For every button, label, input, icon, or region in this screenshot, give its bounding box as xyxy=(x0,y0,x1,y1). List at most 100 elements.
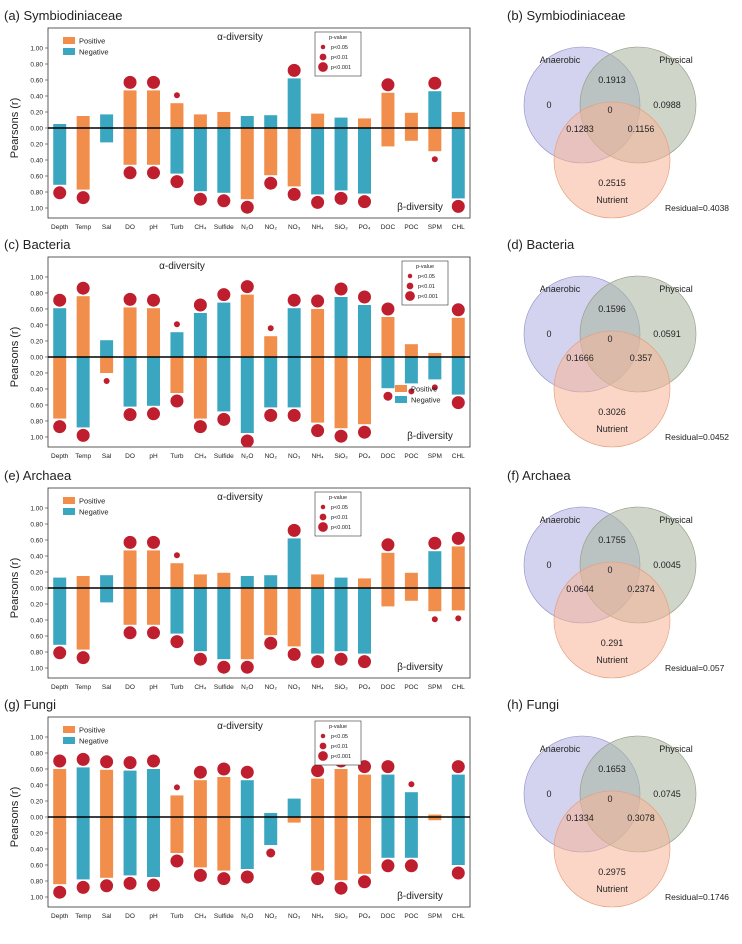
beta-bar xyxy=(428,128,442,152)
alpha-bar xyxy=(100,769,114,817)
pvalue-legend-label: p<0.001 xyxy=(331,754,351,760)
beta-significance-dot xyxy=(431,616,438,623)
beta-bar xyxy=(123,128,137,165)
x-tick-label: Sulfide xyxy=(214,913,234,920)
alpha-significance-dot xyxy=(193,298,207,312)
beta-bar xyxy=(358,588,371,654)
alpha-significance-dot xyxy=(173,321,180,328)
y-tick-label: 0.00 xyxy=(30,355,43,362)
beta-bar xyxy=(147,357,160,406)
beta-significance-dot xyxy=(451,396,465,410)
beta-bar xyxy=(334,817,348,881)
x-tick-label: DO xyxy=(125,453,135,460)
beta-bar xyxy=(404,357,418,384)
alpha-significance-dot xyxy=(381,760,395,774)
y-tick-label: 0.60 xyxy=(30,538,43,545)
beta-bar xyxy=(311,357,325,423)
y-tick-label: 1.00 xyxy=(30,275,43,282)
venn-label-physical: Physical xyxy=(659,744,693,754)
venn-value-nutrient-only: 0.3026 xyxy=(598,407,626,417)
beta-bar xyxy=(53,357,67,419)
x-tick-label: CHL xyxy=(452,913,465,920)
x-tick-label: PO₄ xyxy=(358,224,370,231)
alpha-significance-dot xyxy=(451,303,465,317)
x-tick-label: NO₂ xyxy=(265,913,278,920)
beta-diversity-label: β-diversity xyxy=(397,891,443,902)
alpha-bar xyxy=(240,780,254,817)
beta-bar xyxy=(147,817,160,877)
y-tick-label: 0.60 xyxy=(30,307,43,314)
pvalue-legend-title: p-value xyxy=(329,724,347,730)
beta-significance-dot xyxy=(334,652,348,666)
beta-significance-dot xyxy=(334,191,348,205)
venn-value-anaerobic-physical: 0.1596 xyxy=(598,304,626,314)
beta-bar xyxy=(381,817,395,858)
x-tick-label: NH₄ xyxy=(312,913,324,920)
beta-bar xyxy=(428,817,442,821)
beta-bar xyxy=(170,817,184,853)
venn-title: (f) Archaea xyxy=(507,468,571,483)
pvalue-legend-dot xyxy=(320,733,326,739)
beta-bar xyxy=(404,588,418,601)
x-tick-label: PO₄ xyxy=(358,453,370,460)
alpha-significance-dot xyxy=(240,280,254,294)
y-tick-label: 1.00 xyxy=(30,666,43,673)
pvalue-legend-label: p<0.01 xyxy=(331,744,348,750)
alpha-bar xyxy=(358,305,371,357)
beta-bar xyxy=(193,357,207,419)
beta-significance-dot xyxy=(193,192,207,206)
alpha-bar xyxy=(193,114,207,128)
y-tick-label: 0.20 xyxy=(30,799,43,806)
legend-negative-label: Negative xyxy=(411,396,441,405)
venn-residual: Residual=0.4038 xyxy=(665,203,729,213)
x-tick-label: SPM xyxy=(428,224,442,231)
y-tick-label: 0.80 xyxy=(30,62,43,69)
legend-positive-swatch xyxy=(63,726,75,733)
plot-frame xyxy=(47,487,471,679)
alpha-bar xyxy=(147,550,160,588)
x-tick-label: Depth xyxy=(51,913,69,920)
venn-label-nutrient: Nutrient xyxy=(596,424,628,434)
beta-bar xyxy=(193,128,207,192)
venn-label-anaerobic: Anaerobic xyxy=(540,744,581,754)
beta-bar xyxy=(451,817,465,865)
beta-significance-dot xyxy=(451,199,465,213)
x-tick-label: DOC xyxy=(381,684,396,691)
beta-bar xyxy=(217,588,231,660)
alpha-bar xyxy=(428,91,442,128)
pvalue-legend-dot xyxy=(319,513,327,521)
venn-value-anaerobic-only: 0 xyxy=(546,789,551,799)
beta-bar xyxy=(123,357,137,407)
y-tick-label: 0.20 xyxy=(30,371,43,378)
beta-significance-dot xyxy=(358,195,371,209)
pvalue-legend-label: p<0.001 xyxy=(418,294,438,300)
x-tick-label: PO₄ xyxy=(358,913,370,920)
alpha-significance-dot xyxy=(217,762,231,776)
plot-frame xyxy=(47,716,471,908)
legend-positive-swatch xyxy=(395,385,407,392)
x-tick-label: Sal xyxy=(102,913,112,920)
pvalue-legend-dot xyxy=(318,522,328,532)
beta-bar xyxy=(404,128,418,141)
alpha-significance-dot xyxy=(381,302,395,316)
beta-significance-dot xyxy=(408,388,415,395)
alpha-bar xyxy=(451,317,465,357)
beta-bar xyxy=(123,588,137,625)
beta-significance-dot xyxy=(451,866,465,880)
alpha-bar xyxy=(76,116,90,128)
x-tick-label: NO₂ xyxy=(265,453,278,460)
y-tick-label: 1.00 xyxy=(30,206,43,213)
beta-bar xyxy=(147,128,160,165)
beta-bar xyxy=(100,588,114,603)
beta-bar xyxy=(358,817,371,874)
beta-significance-dot xyxy=(240,870,254,884)
beta-bar xyxy=(76,357,90,428)
beta-bar xyxy=(217,817,231,871)
venn-label-physical: Physical xyxy=(659,515,693,525)
pvalue-legend-dot xyxy=(318,62,328,72)
alpha-significance-dot xyxy=(76,281,90,295)
beta-significance-dot xyxy=(76,191,90,205)
alpha-bar xyxy=(451,774,465,817)
pvalue-legend-label: p<0.05 xyxy=(331,734,348,740)
alpha-significance-dot xyxy=(358,290,371,304)
